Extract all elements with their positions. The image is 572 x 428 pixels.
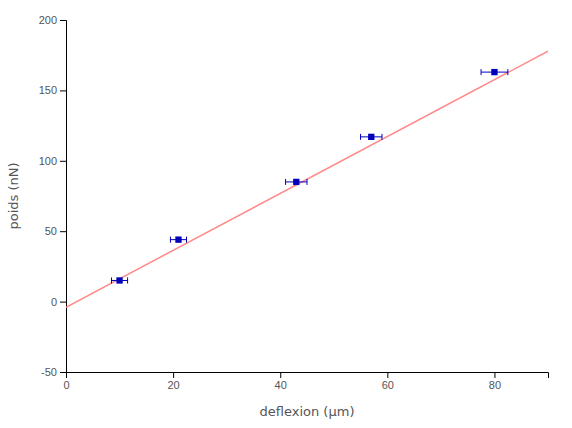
plot: 0 20 40 60 80 -50 0 50 100 150 200 [39,14,549,391]
x-tick-mark [280,372,281,378]
y-axis: -50 0 50 100 150 200 [39,14,67,378]
chart: 0 20 40 60 80 -50 0 50 100 150 200 deflexion (μm) po… [0,0,572,428]
y-tick-mark [60,161,66,162]
x-tick: 0 [63,372,69,391]
error-bar [361,134,382,140]
x-axis: 0 20 40 60 80 [63,372,548,391]
y-tick-mark [60,20,66,21]
x-axis-title: deflexion (μm) [260,404,355,419]
x-tick-label: 0 [63,379,69,391]
y-tick-mark [60,372,66,373]
x-tick-label: 40 [275,379,287,391]
y-tick: 200 [39,14,66,26]
y-tick-label: 0 [51,296,57,308]
point [491,69,497,75]
y-axis-line [60,21,67,373]
point [116,277,122,283]
y-tick: 50 [45,225,66,237]
x-axis-line [67,373,549,379]
error-bar [286,179,307,185]
x-tick-label: 60 [382,379,394,391]
error-bar [112,277,128,283]
y-tick-mark [60,90,66,91]
y-tick-mark [60,302,66,303]
y-tick-label: 200 [39,14,57,26]
x-tick-mark [173,372,174,378]
x-tick: 80 [489,372,501,391]
point [175,236,181,242]
x-tick: 60 [382,372,394,391]
y-tick: 100 [39,155,66,167]
error-bar [170,237,186,243]
fit-line [66,51,548,307]
x-tick-label: 20 [167,379,179,391]
x-tick: 40 [275,372,287,391]
x-tick-mark [494,372,495,378]
y-tick: 150 [39,84,66,96]
y-axis-title: poids (nN) [6,162,21,229]
point [368,134,374,140]
x-tick-mark [387,372,388,378]
y-tick: -50 [41,366,66,378]
error-bar [481,69,508,75]
x-tick: 20 [167,372,179,391]
x-tick-label: 80 [489,379,501,391]
y-tick-label: -50 [41,366,57,378]
y-tick-label: 150 [39,84,57,96]
y-tick-label: 100 [39,155,57,167]
point [293,179,299,185]
y-tick-label: 50 [45,225,57,237]
y-tick: 0 [51,296,66,308]
point-series [112,69,508,284]
y-tick-mark [60,231,66,232]
marks [66,51,548,307]
